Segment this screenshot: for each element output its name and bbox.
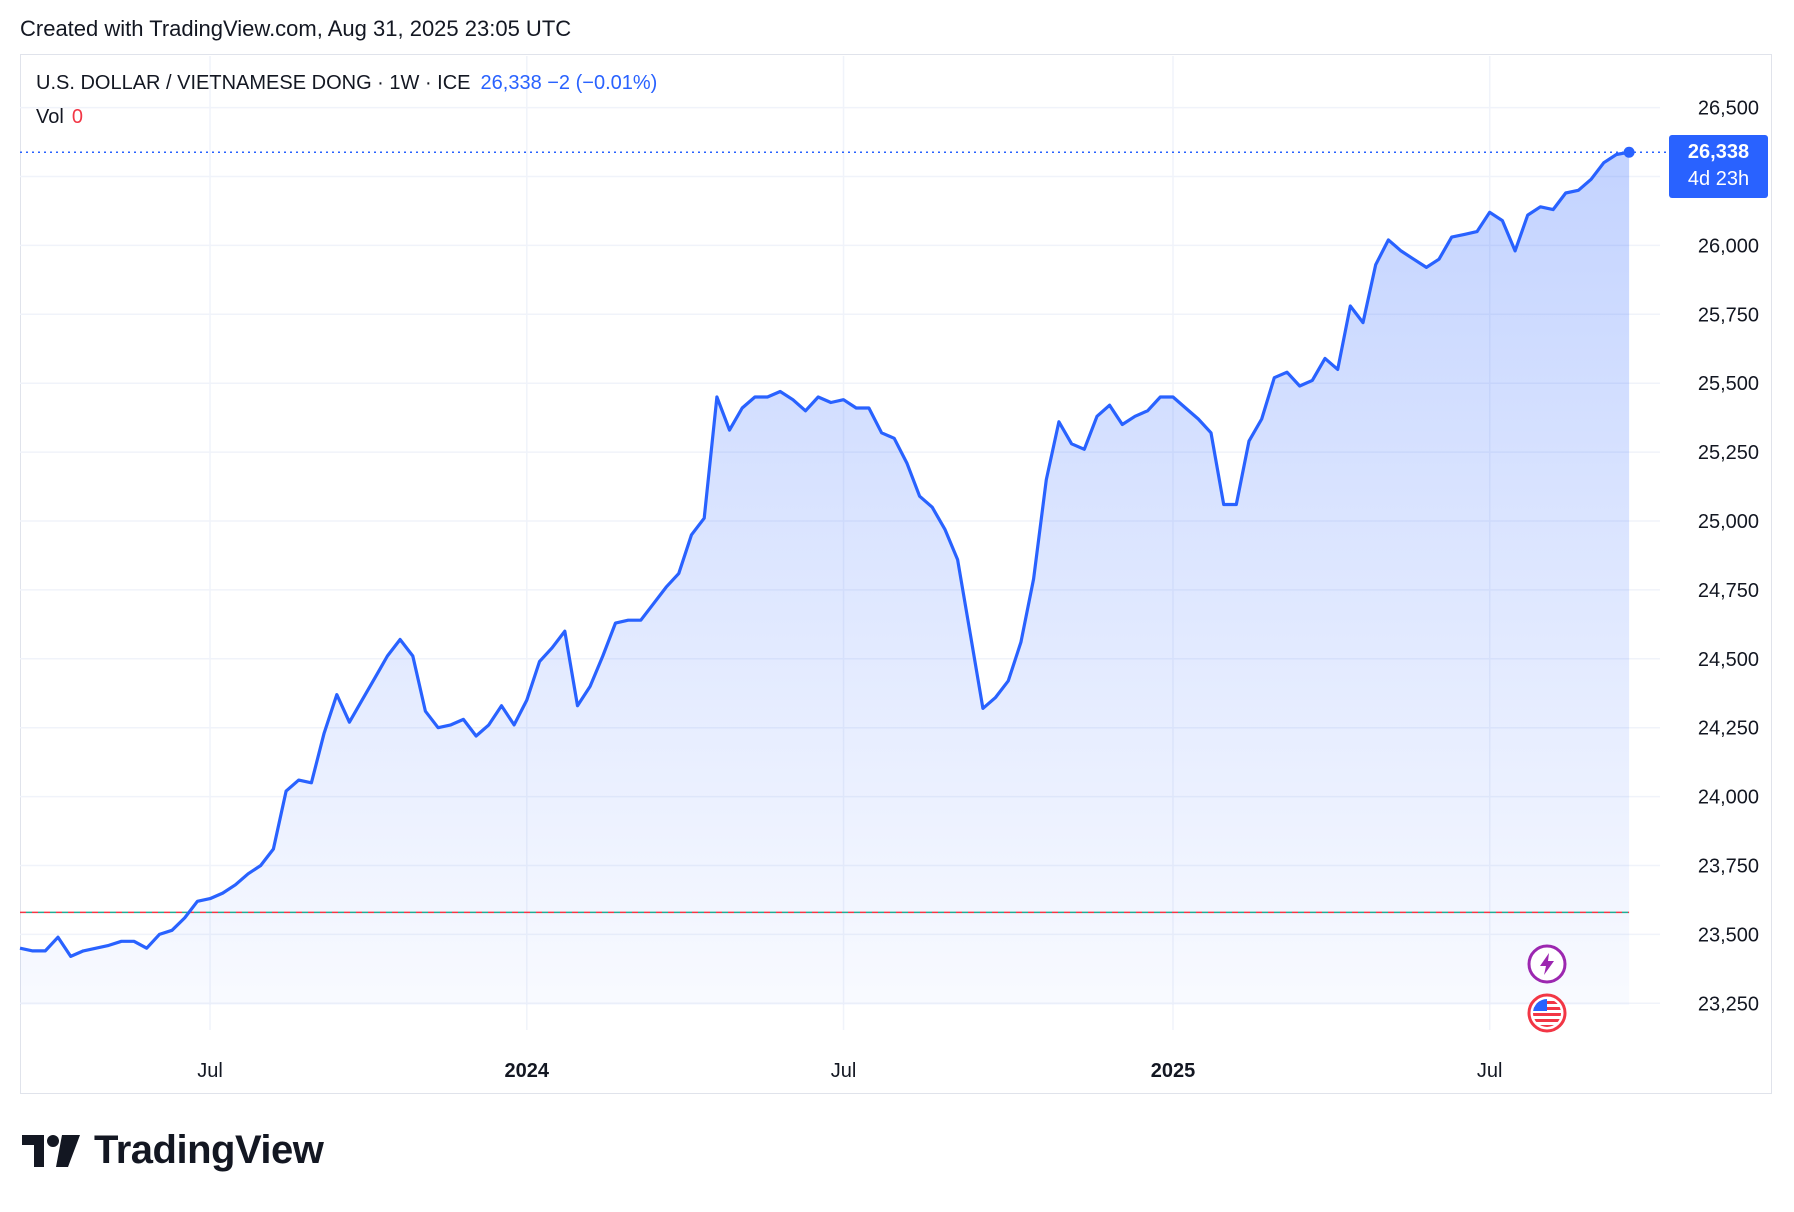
volume-legend: Vol 0: [36, 106, 83, 129]
y-tick-label: 24,000: [1698, 787, 1759, 809]
tv-logo-icon: [22, 1134, 80, 1167]
price-change: 26,338 −2 (−0.01%): [480, 72, 658, 94]
y-tick-label: 24,500: [1698, 649, 1759, 671]
x-tick-label: 2024: [505, 1060, 550, 1082]
y-axis: 26,500 26,000 25,750 25,500 25,250 25,000 24,7…: [1698, 98, 1759, 1016]
y-tick-label: 26,500: [1698, 98, 1759, 120]
area-fill: [20, 152, 1630, 1005]
x-axis: Jul 2024 Jul 2025 Jul: [197, 1060, 1502, 1082]
tradingview-logo[interactable]: TradingView: [22, 1128, 324, 1173]
series-line: [19, 146, 1635, 958]
vol-label: Vol: [36, 106, 64, 128]
y-tick-label: 23,750: [1698, 856, 1759, 878]
created-with-text: Created with TradingView.com, Aug 31, 20…: [20, 16, 572, 41]
us-flag-icon[interactable]: [1527, 993, 1567, 1033]
y-tick-label: 24,750: [1698, 580, 1759, 602]
y-tick-label: 25,250: [1698, 442, 1759, 464]
lightning-icon[interactable]: [1527, 944, 1567, 984]
last-price: 26,338: [1687, 141, 1750, 163]
y-tick-label: 23,500: [1698, 924, 1759, 946]
y-tick-label: 25,750: [1698, 304, 1759, 326]
bar-countdown: 4d 23h: [1687, 168, 1750, 190]
last-price-tag: 26,338 4d 23h: [1669, 135, 1768, 198]
y-tick-label: 25,000: [1698, 511, 1759, 533]
x-tick-label: Jul: [197, 1060, 223, 1082]
y-tick-label: 26,000: [1698, 235, 1759, 257]
y-tick-label: 23,250: [1698, 993, 1759, 1015]
y-tick-label: 24,250: [1698, 718, 1759, 740]
x-tick-label: Jul: [831, 1060, 857, 1082]
last-point: [1623, 146, 1635, 158]
series-path: [19, 150, 1630, 958]
symbol-legend: U.S. DOLLAR / VIETNAMESE DONG · 1W · ICE…: [36, 72, 657, 95]
y-tick-label: 25,500: [1698, 373, 1759, 395]
chart-frame: [20, 54, 1772, 1094]
x-tick-label: 2025: [1151, 1060, 1196, 1082]
symbol-title[interactable]: U.S. DOLLAR / VIETNAMESE DONG · 1W · ICE: [36, 72, 471, 94]
vol-value: 0: [71, 106, 83, 128]
area-path: [20, 152, 1630, 1005]
brand-name: TradingView: [94, 1128, 324, 1172]
x-tick-label: Jul: [1477, 1060, 1503, 1082]
